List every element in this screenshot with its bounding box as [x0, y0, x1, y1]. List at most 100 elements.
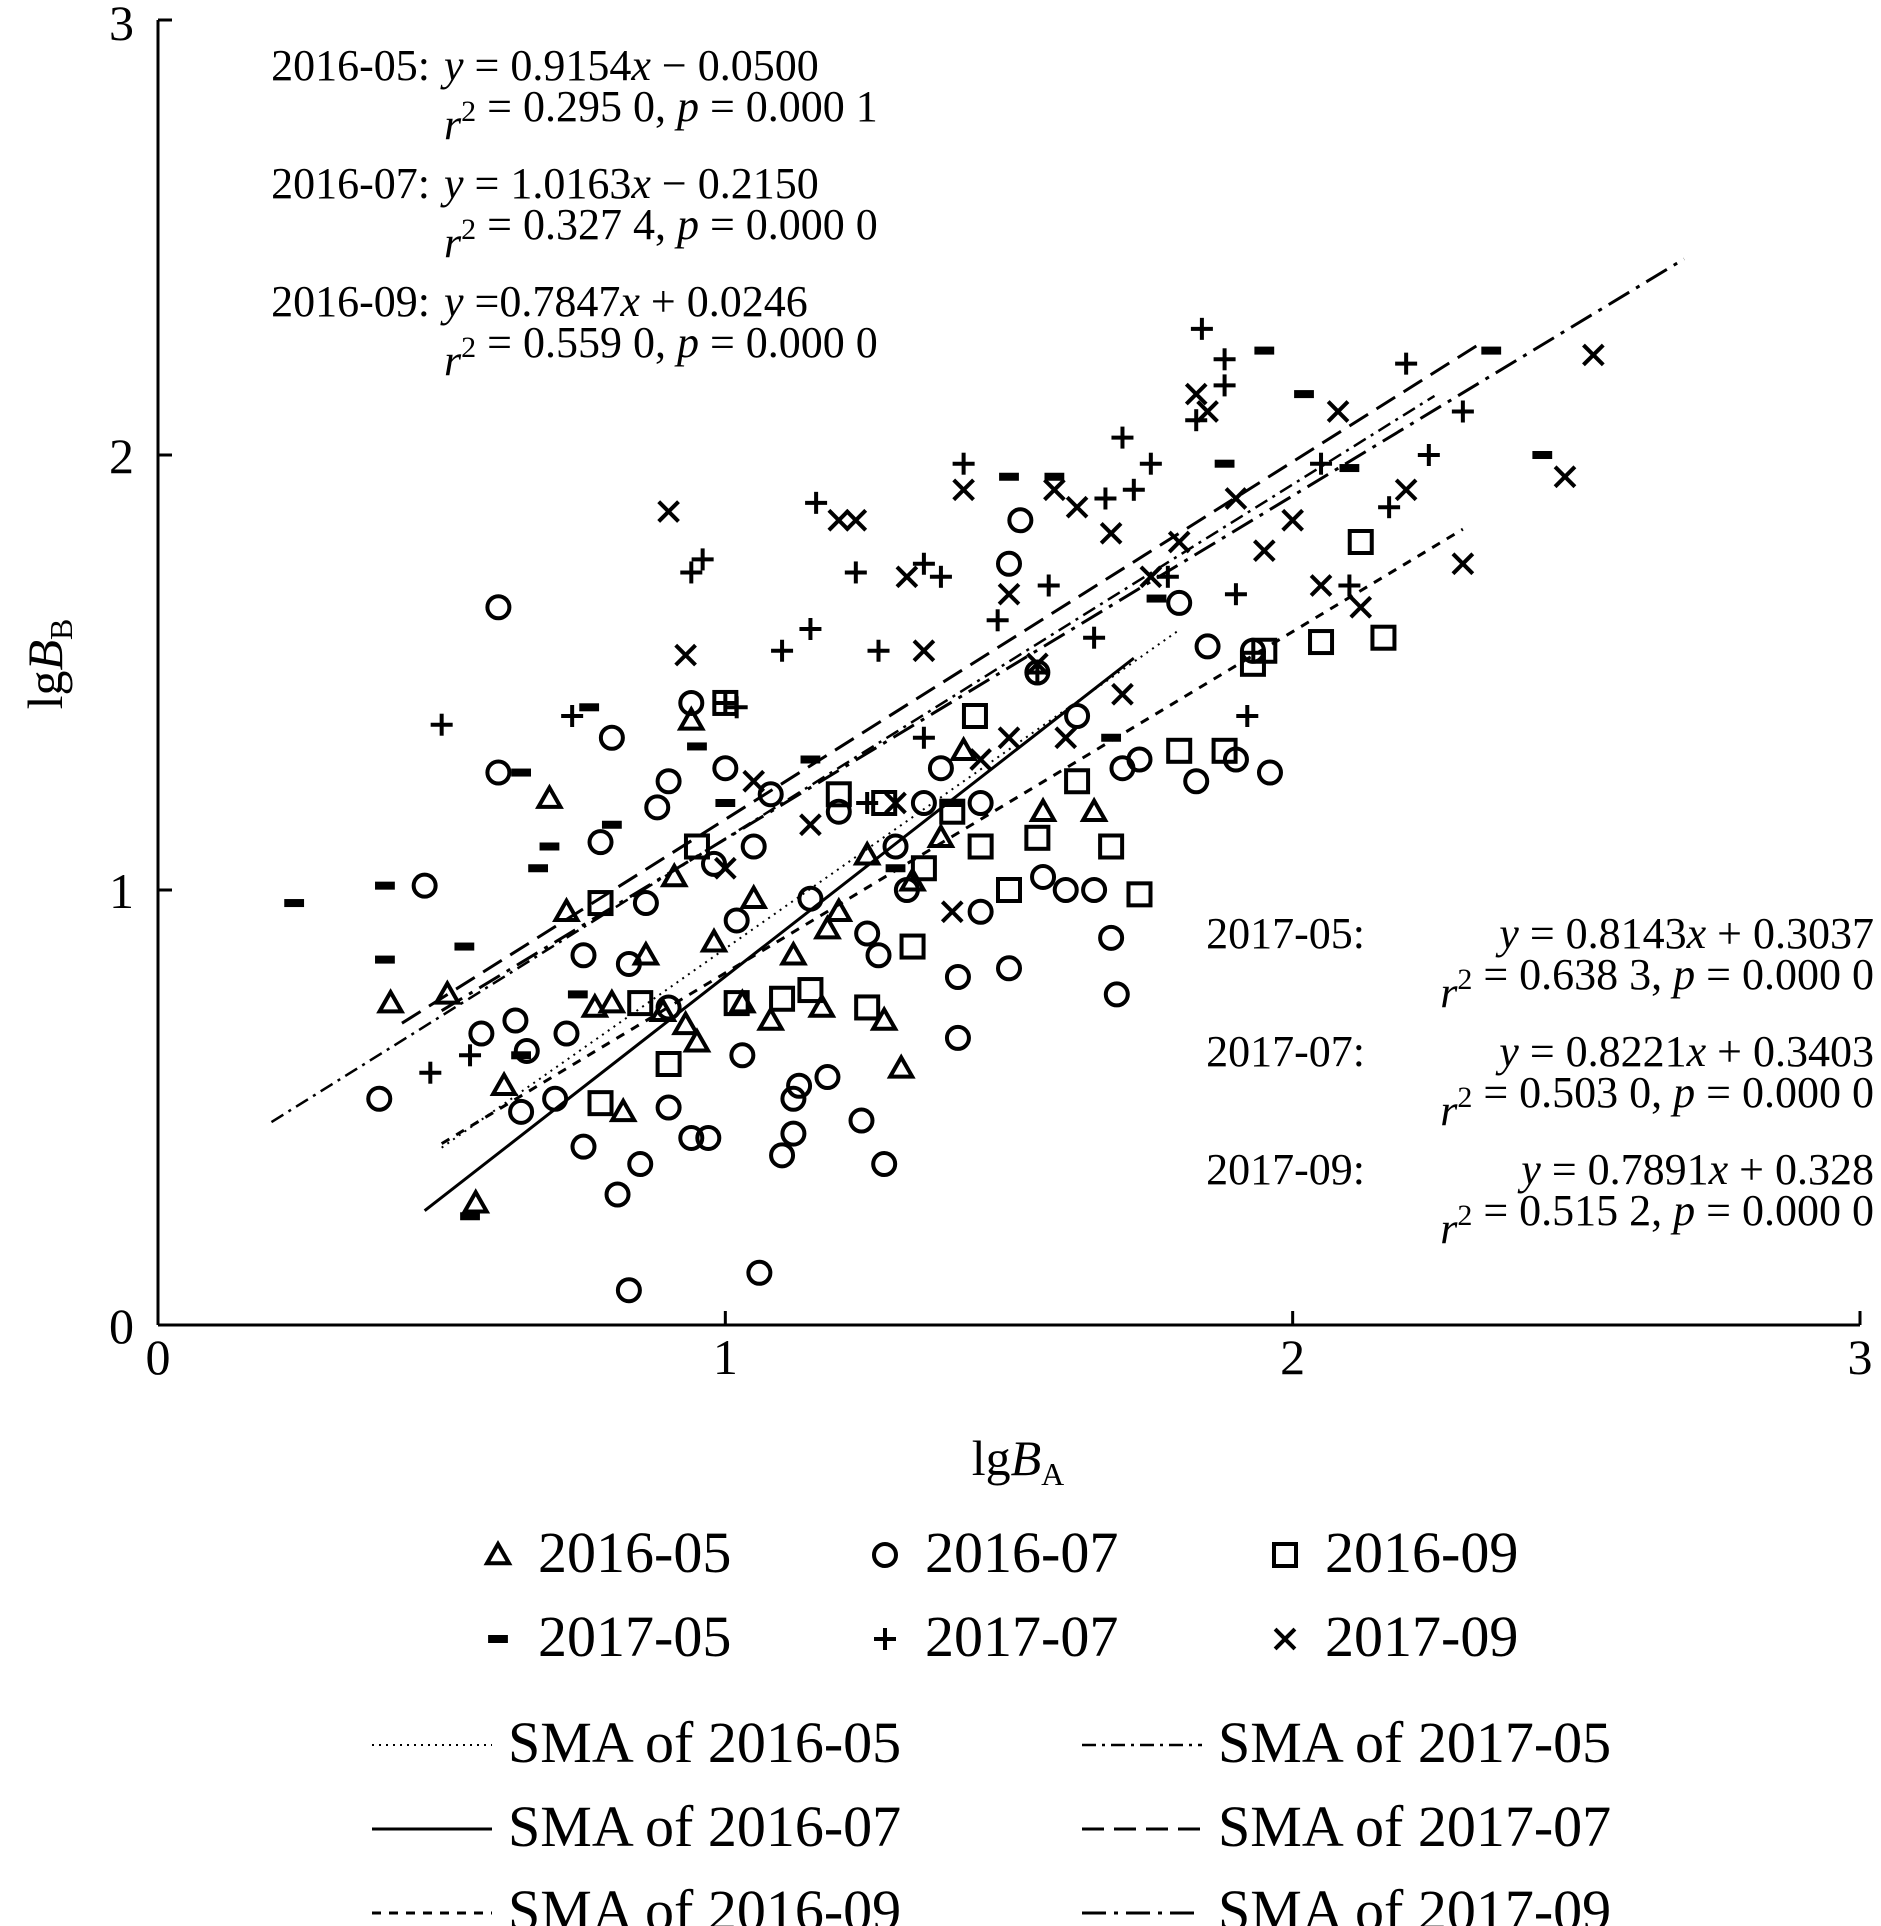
data-point: [489, 1070, 519, 1096]
text-seg: + 0.3403: [1706, 1027, 1874, 1076]
data-point: [1065, 495, 1089, 519]
data-point: [1081, 877, 1108, 903]
data-point: [1052, 877, 1079, 903]
data-point: [1184, 382, 1208, 406]
data-point: [567, 990, 588, 999]
data-point: [997, 582, 1021, 606]
data-point: [1185, 409, 1208, 432]
y-ticks: 0 1 2 3: [109, 0, 172, 1354]
data-point: [1094, 487, 1117, 510]
data-point: [1064, 768, 1091, 795]
text-seg: r: [1440, 1086, 1458, 1135]
data-point: [1347, 529, 1374, 555]
legend-label: SMA of 2016-05: [508, 1710, 901, 1775]
series-2017-09: [657, 343, 1605, 924]
x-tick-label: 3: [1848, 1329, 1873, 1385]
data-point: [1026, 652, 1049, 676]
data-point: [1190, 317, 1213, 340]
data-point: [587, 1090, 614, 1117]
text-seg: = 0.000 0: [1695, 1186, 1874, 1235]
data-point: [502, 1007, 529, 1034]
text-seg: x: [630, 41, 651, 90]
data-point: [1166, 589, 1193, 616]
annotation-label: 2016-07:: [271, 159, 430, 208]
data-point: [655, 994, 682, 1021]
data-point: [432, 979, 462, 1005]
legend-line-item: SMA of 2016-07: [372, 1794, 901, 1859]
data-point: [1098, 924, 1125, 951]
text-seg: = 0.7891: [1541, 1145, 1709, 1194]
data-point: [485, 759, 512, 786]
text-seg: r: [444, 336, 462, 385]
data-point: [805, 491, 828, 514]
data-point: [848, 1107, 875, 1134]
data-point: [580, 992, 610, 1018]
data-point: [854, 994, 881, 1021]
text-seg: x: [1686, 1027, 1707, 1076]
data-point: [1030, 863, 1057, 890]
data-point: [727, 988, 757, 1014]
data-point: [579, 703, 600, 712]
data-point: [1236, 705, 1259, 727]
data-point: [1083, 626, 1106, 649]
legend-line-item: SMA of 2016-09: [372, 1878, 901, 1926]
data-point: [1167, 530, 1191, 554]
data-point: [528, 864, 549, 873]
data-point: [1064, 703, 1091, 729]
text-seg: = 0.8221: [1519, 1027, 1687, 1076]
legend-line-item: SMA of 2017-07: [1082, 1794, 1611, 1859]
x-axis-label-sub: A: [1041, 1456, 1064, 1492]
data-point: [1394, 478, 1418, 502]
data-point: [608, 1096, 638, 1123]
data-point: [682, 1027, 712, 1053]
text-seg: x: [619, 277, 640, 326]
data-point: [1339, 464, 1360, 473]
data-point: [740, 833, 767, 860]
data-point: [799, 813, 822, 837]
data-point: [644, 794, 671, 821]
annotation-equation: y = 1.0163x − 0.2150: [440, 159, 819, 208]
data-point: [468, 1020, 495, 1047]
data-point: [807, 992, 837, 1018]
data-point: [967, 790, 994, 816]
y-axis-label-sub: B: [43, 619, 79, 640]
data-point: [926, 822, 956, 849]
data-point: [1451, 552, 1475, 576]
data-point: [756, 1005, 786, 1031]
data-point: [929, 565, 952, 588]
legend-item: 2016-05: [483, 1520, 731, 1585]
data-point: [942, 799, 963, 807]
data-point: [1582, 343, 1605, 367]
data-point: [1126, 881, 1153, 908]
text-seg: = 1.0163: [464, 159, 632, 208]
data-point: [1214, 459, 1235, 468]
data-point: [1224, 583, 1247, 606]
data-point: [1101, 733, 1122, 742]
text-seg: − 0.0500: [651, 41, 819, 90]
legend-item: 2017-09: [1273, 1604, 1518, 1669]
data-point: [535, 783, 564, 809]
data-point: [961, 703, 988, 729]
annotation-stats: r2 = 0.559 0, p = 0.000 0: [444, 318, 878, 385]
data-point: [912, 552, 935, 575]
text-seg: r: [1440, 968, 1458, 1017]
text-seg: + 0.0246: [640, 277, 808, 326]
data-point: [553, 1020, 580, 1047]
sup: 2: [461, 331, 476, 364]
data-point: [597, 988, 627, 1014]
data-point: [1098, 833, 1125, 860]
x-ticks: 0 1 2 3: [146, 1311, 1873, 1385]
data-point: [944, 1024, 971, 1051]
x-axis-label-var: B: [1011, 1430, 1042, 1486]
annotation-stats: r2 = 0.295 0, p = 0.000 1: [444, 82, 878, 149]
series-2016-07: [366, 507, 1283, 1304]
data-point: [674, 643, 697, 667]
data-point: [854, 920, 881, 947]
legend: 2016-05 2016-07 2016-09 2017-05 2017-07 2017-…: [372, 1520, 1611, 1926]
legend-item: 2016-07: [872, 1520, 1118, 1585]
data-point: [284, 899, 305, 908]
data-point: [627, 990, 654, 1017]
data-point: [655, 1094, 682, 1121]
data-point: [570, 1133, 597, 1160]
